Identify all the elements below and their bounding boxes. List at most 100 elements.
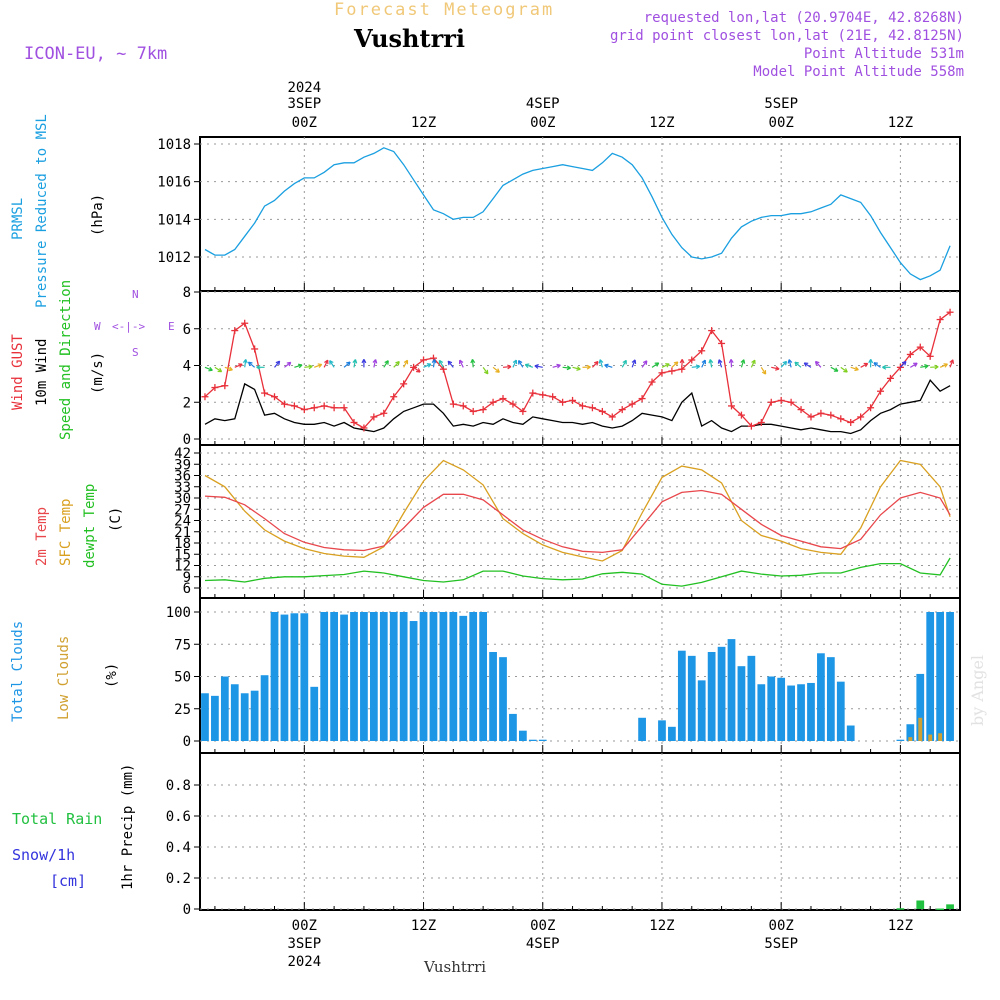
total-cloud-bar: [300, 613, 309, 741]
ytick-label-wind: 8: [183, 285, 191, 301]
total-cloud-bar: [419, 612, 428, 741]
wind-direction-arrowhead: [518, 360, 523, 364]
total-cloud-bar: [449, 612, 458, 741]
total-cloud-bar: [340, 614, 348, 741]
ytick-label-temp: 21: [174, 525, 191, 541]
wind-direction-arrow: [393, 361, 400, 368]
bottom-time-label: 5SEP: [764, 936, 798, 952]
wind-gust-line: [204, 311, 951, 429]
ytick-label-wind: 4: [183, 359, 191, 375]
wind-direction-arrowhead: [696, 365, 701, 370]
wind-direction-arrowhead: [815, 360, 820, 364]
pressure-label-prmsl: PRMSL: [10, 197, 26, 240]
ytick-label-pressure: 1018: [157, 137, 191, 153]
wind-direction-arrow: [591, 361, 599, 368]
bottom-time-label: 3SEP: [287, 936, 321, 952]
panel-frame-precip: [199, 752, 961, 911]
footer-location: Vushtrri: [424, 958, 487, 976]
panel-frame-wind: [199, 290, 961, 446]
wind-direction-arrow: [631, 359, 636, 368]
wind-label-10m: 10m Wind: [34, 338, 50, 406]
wind-direction-arrow: [234, 363, 243, 368]
model-altitude: Model Point Altitude 558m: [753, 64, 964, 80]
total-cloud-bar: [777, 677, 786, 741]
bottom-time-label: 12Z: [888, 918, 913, 934]
wind-direction-arrow: [788, 359, 792, 368]
total-cloud-bar: [638, 717, 646, 741]
wind-direction-arrow: [329, 360, 335, 368]
wind-direction-arrowhead: [596, 361, 599, 366]
compass-n: N: [132, 288, 139, 301]
wind-direction-arrow: [621, 360, 627, 368]
wind-direction-arrowhead: [566, 367, 571, 371]
total-cloud-bar: [201, 693, 209, 741]
wind-direction-arrow: [641, 360, 648, 368]
wind-direction-arrow: [815, 361, 822, 368]
wind-direction-arrow: [840, 366, 848, 373]
wind-direction-arrow: [284, 361, 292, 368]
top-time-label: 4SEP: [526, 96, 560, 112]
wind-direction-arrow: [314, 363, 322, 368]
wind-label-gust: Wind GUST: [10, 334, 26, 410]
wind-direction-arrowhead: [934, 366, 939, 370]
total-cloud-bar: [270, 612, 279, 741]
total-cloud-bar: [946, 612, 954, 741]
wind-direction-arrow: [438, 360, 444, 368]
total-cloud-bar: [787, 685, 795, 741]
wind-direction-arrowhead: [288, 362, 292, 367]
wind-direction-arrow: [750, 359, 756, 368]
total-cloud-bar: [360, 612, 368, 741]
wind-direction-arrow: [780, 360, 787, 368]
bottom-time-label: 00Z: [292, 918, 317, 934]
low-cloud-bar: [938, 733, 943, 741]
compass-s: S: [132, 346, 139, 359]
wind-direction-arrowhead: [604, 363, 609, 366]
wind-direction-arrowhead: [788, 359, 793, 363]
wind-direction-arrow: [599, 359, 603, 368]
wind-direction-arrowhead: [794, 361, 799, 364]
total-cloud-bar: [280, 614, 289, 741]
wind-direction-arrowhead: [525, 363, 530, 366]
wind-direction-arrow: [432, 359, 436, 368]
pressure-unit: (hPa): [90, 193, 106, 236]
rain-bar: [896, 908, 905, 910]
wind-direction-arrowhead: [882, 364, 887, 368]
low-cloud-bar: [928, 734, 933, 741]
wind-direction-arrowhead: [775, 368, 780, 371]
wind-10m-line: [204, 379, 951, 435]
wind-direction-arrowhead: [397, 361, 400, 366]
wind-direction-arrow: [920, 365, 929, 368]
total-cloud-bar: [797, 684, 805, 741]
wind-direction-arrow: [459, 359, 464, 368]
total-cloud-bar: [807, 682, 815, 741]
wind-label-direction: Speed and Direction: [58, 279, 74, 440]
rain-bar: [936, 908, 945, 911]
wind-direction-arrowhead: [363, 359, 367, 364]
credit-watermark: by Angel: [968, 654, 987, 726]
total-cloud-bar: [668, 726, 676, 741]
total-cloud-bar: [240, 693, 249, 741]
model-label: ICON-EU, ~ 7km: [24, 44, 168, 64]
wind-direction-arrow: [214, 366, 222, 373]
total-cloud-bar: [379, 612, 388, 741]
wind-direction-arrow: [562, 366, 571, 369]
top-time-label: 00Z: [769, 115, 794, 131]
total-cloud-bar: [230, 684, 239, 741]
wind-direction-arrow: [304, 365, 313, 368]
wind-direction-arrowhead: [586, 366, 591, 370]
bottom-time-label: 2024: [287, 954, 321, 970]
wind-direction-arrow: [701, 359, 706, 368]
wind-direction-arrowhead: [459, 359, 464, 363]
top-time-label: 5SEP: [764, 96, 798, 112]
ytick-label-precip: 0.4: [166, 840, 191, 856]
temp-unit: (C): [108, 506, 124, 532]
panel-frame-pressure: [199, 136, 961, 292]
total-cloud-bar: [439, 612, 448, 741]
ytick-label-temp: 27: [174, 502, 191, 518]
wind-direction-arrowhead: [743, 359, 746, 364]
wind-direction-arrow: [572, 366, 581, 370]
wind-direction-arrowhead: [495, 371, 500, 373]
sfc-temp-line: [204, 459, 951, 562]
wind-direction-arrow: [899, 361, 907, 368]
